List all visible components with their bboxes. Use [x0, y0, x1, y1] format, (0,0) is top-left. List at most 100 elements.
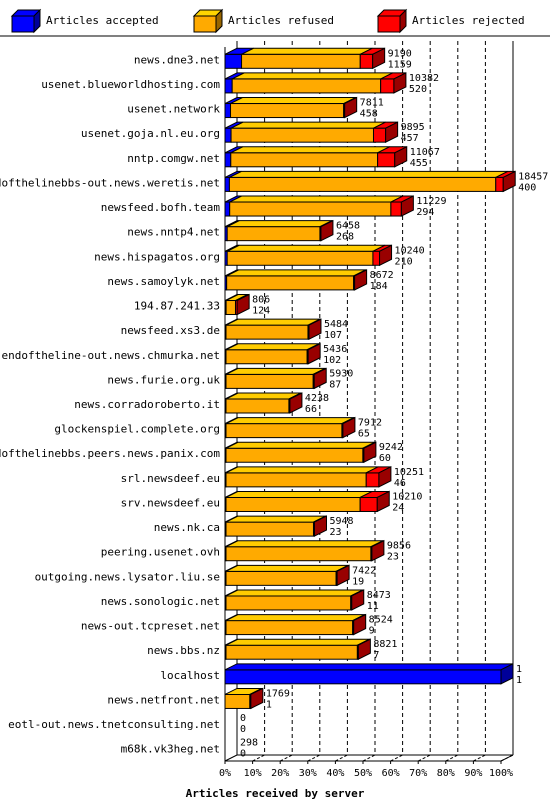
value-label-top: 11229 [416, 196, 446, 207]
value-label-top: 10382 [409, 73, 439, 84]
value-label-top: 298 [240, 738, 258, 749]
bar-rejected [380, 78, 395, 94]
value-label-bottom: 1 [266, 699, 272, 710]
value-label-bottom: 455 [410, 158, 428, 169]
legend-item-refused: Articles refused [192, 8, 334, 34]
x-tick-label: 20% [271, 768, 289, 779]
bar-refused [226, 275, 355, 291]
bar-refused-top [225, 540, 384, 548]
bar-refused-top [229, 170, 508, 178]
bar-side [357, 638, 371, 661]
bar-side [308, 318, 322, 340]
bar-rejected [365, 472, 380, 488]
floor-gridline [362, 754, 376, 762]
value-label-top: 5948 [329, 516, 353, 527]
floor-gridline [279, 754, 293, 762]
y-label: news.samoylyk.net [107, 275, 220, 288]
y-label: newsfeed.bofh.team [101, 201, 221, 214]
value-label-bottom: 268 [336, 232, 354, 243]
value-label-top: 6458 [336, 221, 360, 232]
bar-refused-top [225, 490, 373, 498]
bar-side [371, 539, 385, 562]
value-label-top: 5436 [323, 344, 347, 355]
floor-gridline [445, 754, 459, 762]
bar-refused-top [225, 638, 370, 646]
value-label-bottom: 23 [329, 527, 341, 538]
bar-side [236, 293, 250, 316]
y-label: news.furie.org.uk [107, 373, 220, 386]
bar-refused-top [225, 367, 326, 375]
bar-rejected [359, 496, 378, 512]
bar-refused [225, 644, 358, 660]
bar-refused [241, 53, 361, 69]
value-label-top: 7422 [352, 565, 376, 576]
value-label-top: 5484 [324, 319, 348, 330]
legend-label: Articles refused [228, 14, 334, 27]
y-label: eotl-out.news.tnetconsulting.net [8, 718, 220, 731]
bar-refused-top [225, 564, 349, 572]
floor-left [224, 754, 238, 762]
y-label: endofthelinebbs-out.news.weretis.net [0, 176, 220, 189]
y-label: news-out.tcpreset.net [81, 620, 220, 633]
value-label-bottom: 0 [240, 749, 246, 760]
y-label: outgoing.news.lysator.liu.se [35, 570, 220, 583]
bar-accepted [224, 53, 243, 69]
value-label-bottom: 520 [409, 84, 427, 95]
value-label-bottom: 184 [370, 281, 388, 292]
x-tick-label: 0% [219, 768, 231, 779]
bar-side [344, 96, 358, 119]
floor-gridline [307, 754, 321, 762]
bar-refused [225, 620, 354, 636]
bar-accepted-top [224, 663, 514, 671]
bar-accepted [224, 78, 233, 94]
value-label-top: 9190 [388, 48, 412, 59]
value-label-top: 1769 [266, 688, 290, 699]
bar-accepted [224, 176, 230, 192]
y-label: usenet.network [127, 103, 220, 116]
y-label: usenet.blueworldhosting.com [41, 78, 220, 91]
floor-gridline [252, 754, 265, 762]
bar-refused [231, 78, 382, 94]
bar-refused [224, 693, 251, 709]
bar-rejected [495, 176, 504, 192]
value-label-top: 4238 [305, 393, 329, 404]
bar-side [400, 195, 414, 217]
value-label-top: 8821 [373, 639, 397, 650]
bar-side [336, 564, 350, 587]
y-label: news.nntp4.net [127, 226, 220, 239]
x-axis-title: Articles received by server [186, 787, 365, 800]
bar-side [393, 72, 407, 94]
bar-refused [225, 373, 314, 389]
y-label: srl.newsdeef.eu [121, 472, 220, 485]
bar-refused [225, 349, 308, 365]
bar-refused-top [231, 72, 393, 80]
bar-refused [228, 176, 497, 192]
value-label-top: 5930 [329, 368, 353, 379]
bar-refused [230, 103, 345, 119]
bar-refused [225, 570, 337, 586]
value-label-top: 11067 [410, 147, 440, 158]
value-label-bottom: 24 [392, 502, 404, 513]
legend-item-rejected: Articles rejected [376, 8, 525, 34]
bar-side [250, 687, 264, 710]
value-label-bottom: 107 [324, 330, 342, 341]
floor-gridline [473, 754, 486, 762]
y-label: localhost [160, 669, 220, 682]
bar-refused [230, 127, 374, 143]
bar-refused [225, 423, 343, 439]
